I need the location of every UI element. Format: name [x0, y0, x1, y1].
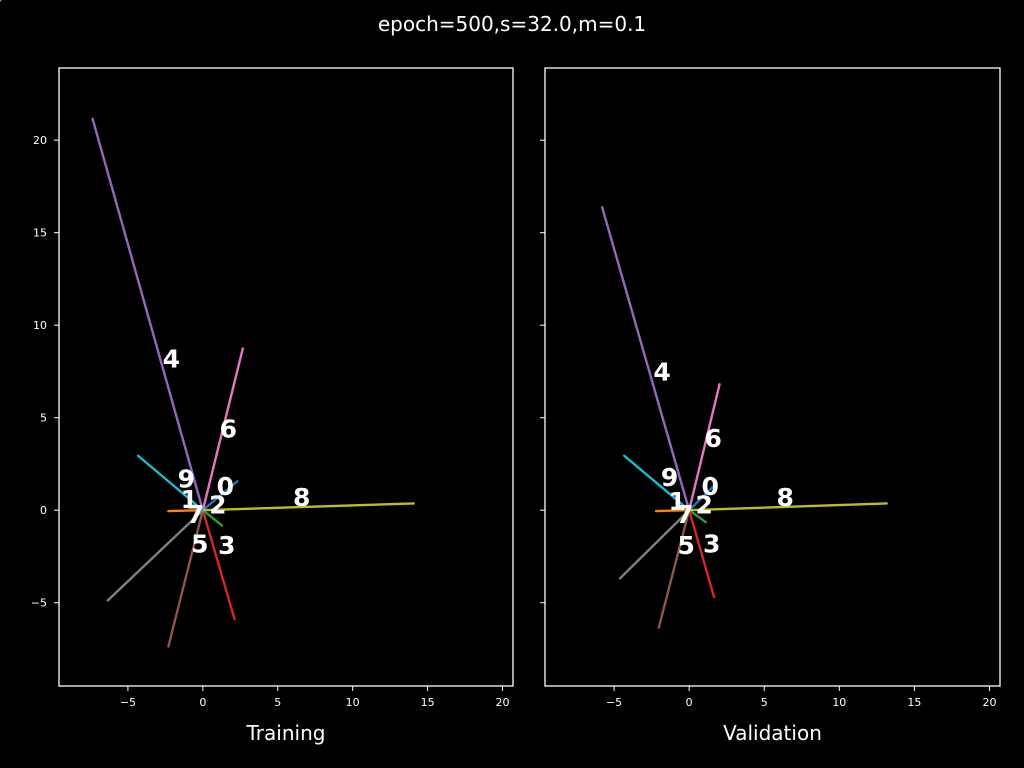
class-label-9: 9	[178, 465, 195, 494]
y-tick-label: −5	[31, 597, 47, 610]
class-label-7: 7	[187, 500, 204, 529]
figure-title: epoch=500,s=32.0,m=0.1	[378, 12, 646, 36]
y-tick-label: 20	[33, 134, 47, 147]
x-tick-label: 5	[274, 696, 281, 709]
x-tick-label: 0	[199, 696, 206, 709]
class-label-2: 2	[209, 491, 226, 520]
x-axis-label: Training	[246, 721, 326, 745]
y-tick-label: 10	[33, 319, 47, 332]
y-tick-label: 0	[40, 504, 47, 517]
y-tick-label: 15	[33, 227, 47, 240]
x-tick-label: −5	[120, 696, 136, 709]
class-label-4: 4	[163, 344, 180, 373]
y-tick-label: 5	[40, 412, 47, 425]
class-label-6: 6	[220, 415, 237, 444]
class-label-8: 8	[293, 483, 310, 512]
x-tick-label: 15	[421, 696, 435, 709]
x-tick-label: 20	[496, 696, 510, 709]
x-tick-label: 10	[346, 696, 360, 709]
class-label-5: 5	[191, 529, 208, 558]
class-label-3: 3	[218, 531, 235, 560]
